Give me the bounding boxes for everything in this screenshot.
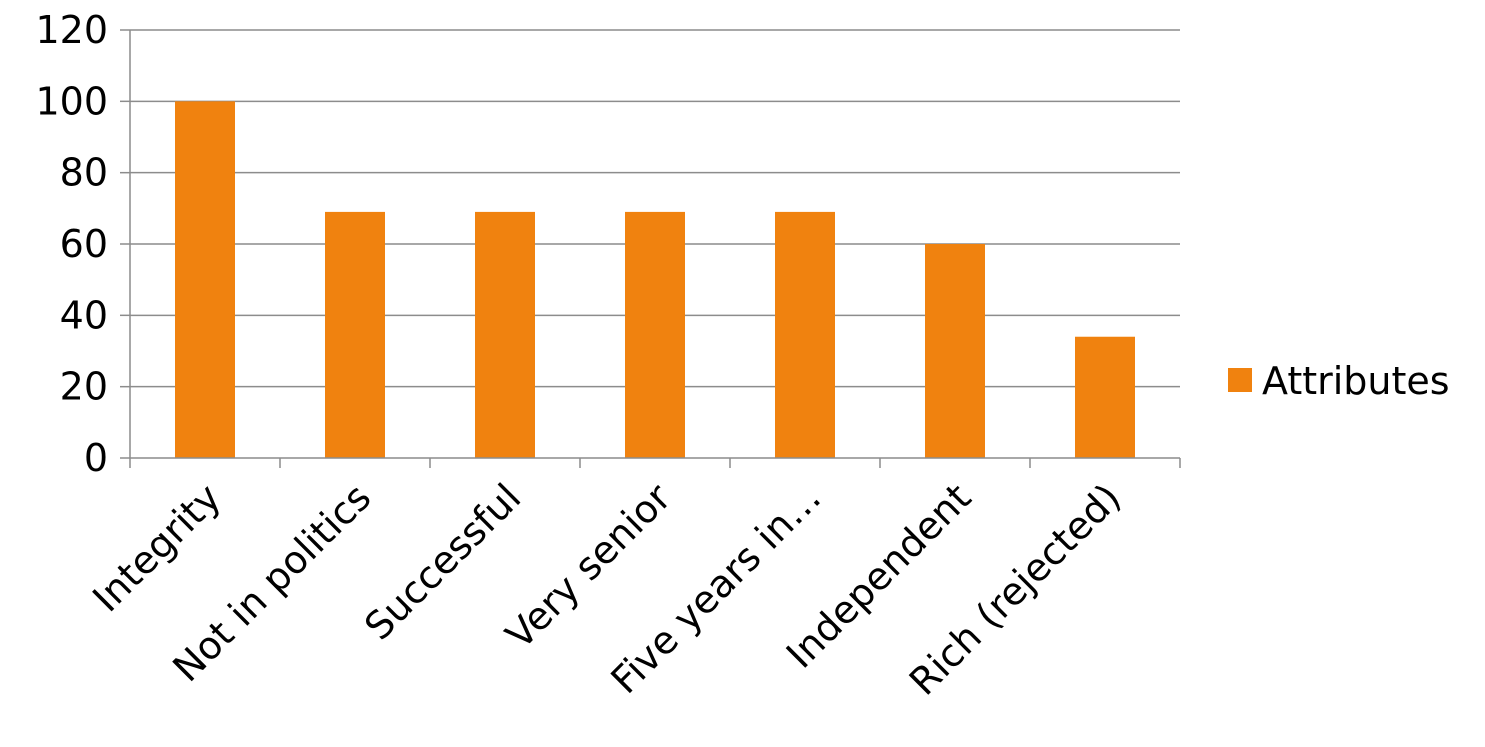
bar (475, 211, 535, 458)
y-tick-label: 0 (84, 436, 108, 480)
bars (175, 101, 1135, 458)
legend-swatch (1228, 368, 1252, 392)
y-tick-label: 100 (35, 79, 108, 123)
y-tick-label: 80 (60, 151, 108, 195)
x-tick-label: Integrity (84, 475, 229, 620)
y-tick-label: 40 (60, 293, 108, 337)
axes (120, 29, 1181, 468)
legend: Attributes (1228, 359, 1450, 403)
y-tick-label: 20 (60, 365, 108, 409)
legend-label: Attributes (1262, 359, 1450, 403)
bar (1075, 336, 1135, 458)
bar (925, 244, 985, 458)
y-tick-label: 120 (35, 8, 108, 52)
bar (775, 211, 835, 458)
y-tick-labels: 0 20 40 60 80 100 120 (35, 8, 108, 480)
bar (325, 211, 385, 458)
y-tick-label: 60 (60, 222, 108, 266)
bar (625, 211, 685, 458)
bar (175, 101, 235, 458)
